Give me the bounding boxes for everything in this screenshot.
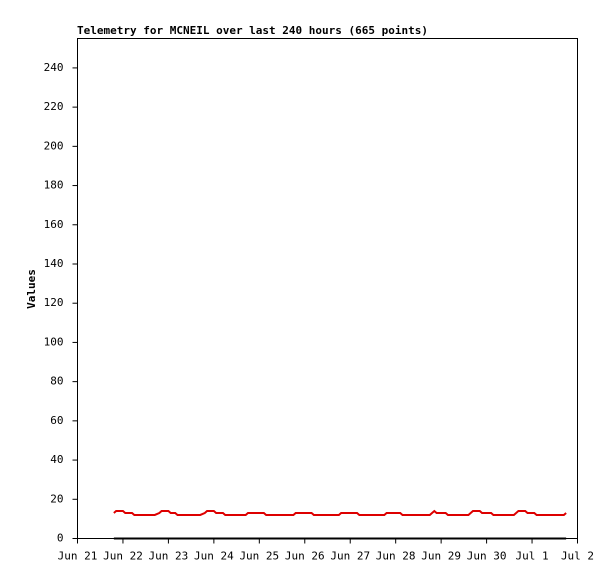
y-tick-label: 120 xyxy=(44,296,64,309)
x-tick-label: Jun 30 xyxy=(467,550,507,563)
y-tick-label: 180 xyxy=(44,179,64,192)
x-tick-label: Jun 27 xyxy=(330,550,370,563)
y-tick-label: 240 xyxy=(44,61,64,74)
x-tick-label: Jun 29 xyxy=(421,550,461,563)
y-tick-label: 100 xyxy=(44,335,64,348)
data-line xyxy=(113,509,567,516)
x-tick-label: Jul 1 xyxy=(515,550,548,563)
y-tick-label: 60 xyxy=(50,414,63,427)
chart-title: Telemetry for MCNEIL over last 240 hours… xyxy=(77,24,428,37)
y-tick-label: 0 xyxy=(57,532,64,545)
x-tick-label: Jul 2 xyxy=(561,550,594,563)
y-tick-label: 200 xyxy=(44,139,64,152)
x-tick-label: Jun 21 xyxy=(58,550,98,563)
x-tick-label: Jun 26 xyxy=(285,550,325,563)
x-tick-label: Jun 28 xyxy=(376,550,416,563)
x-tick-label: Jun 22 xyxy=(103,550,143,563)
y-tick-label: 140 xyxy=(44,257,64,270)
y-tick-label: 80 xyxy=(50,375,63,388)
y-tick-label: 160 xyxy=(44,218,64,231)
y-tick-label: 20 xyxy=(50,492,63,505)
x-tick-label: Jun 24 xyxy=(194,550,234,563)
x-tick-label: Jun 23 xyxy=(149,550,189,563)
x-tick-label: Jun 25 xyxy=(239,550,279,563)
y-axis-label: Values xyxy=(25,269,38,309)
y-tick-label: 220 xyxy=(44,100,64,113)
y-tick-label: 40 xyxy=(50,453,63,466)
plot-frame xyxy=(77,38,578,539)
